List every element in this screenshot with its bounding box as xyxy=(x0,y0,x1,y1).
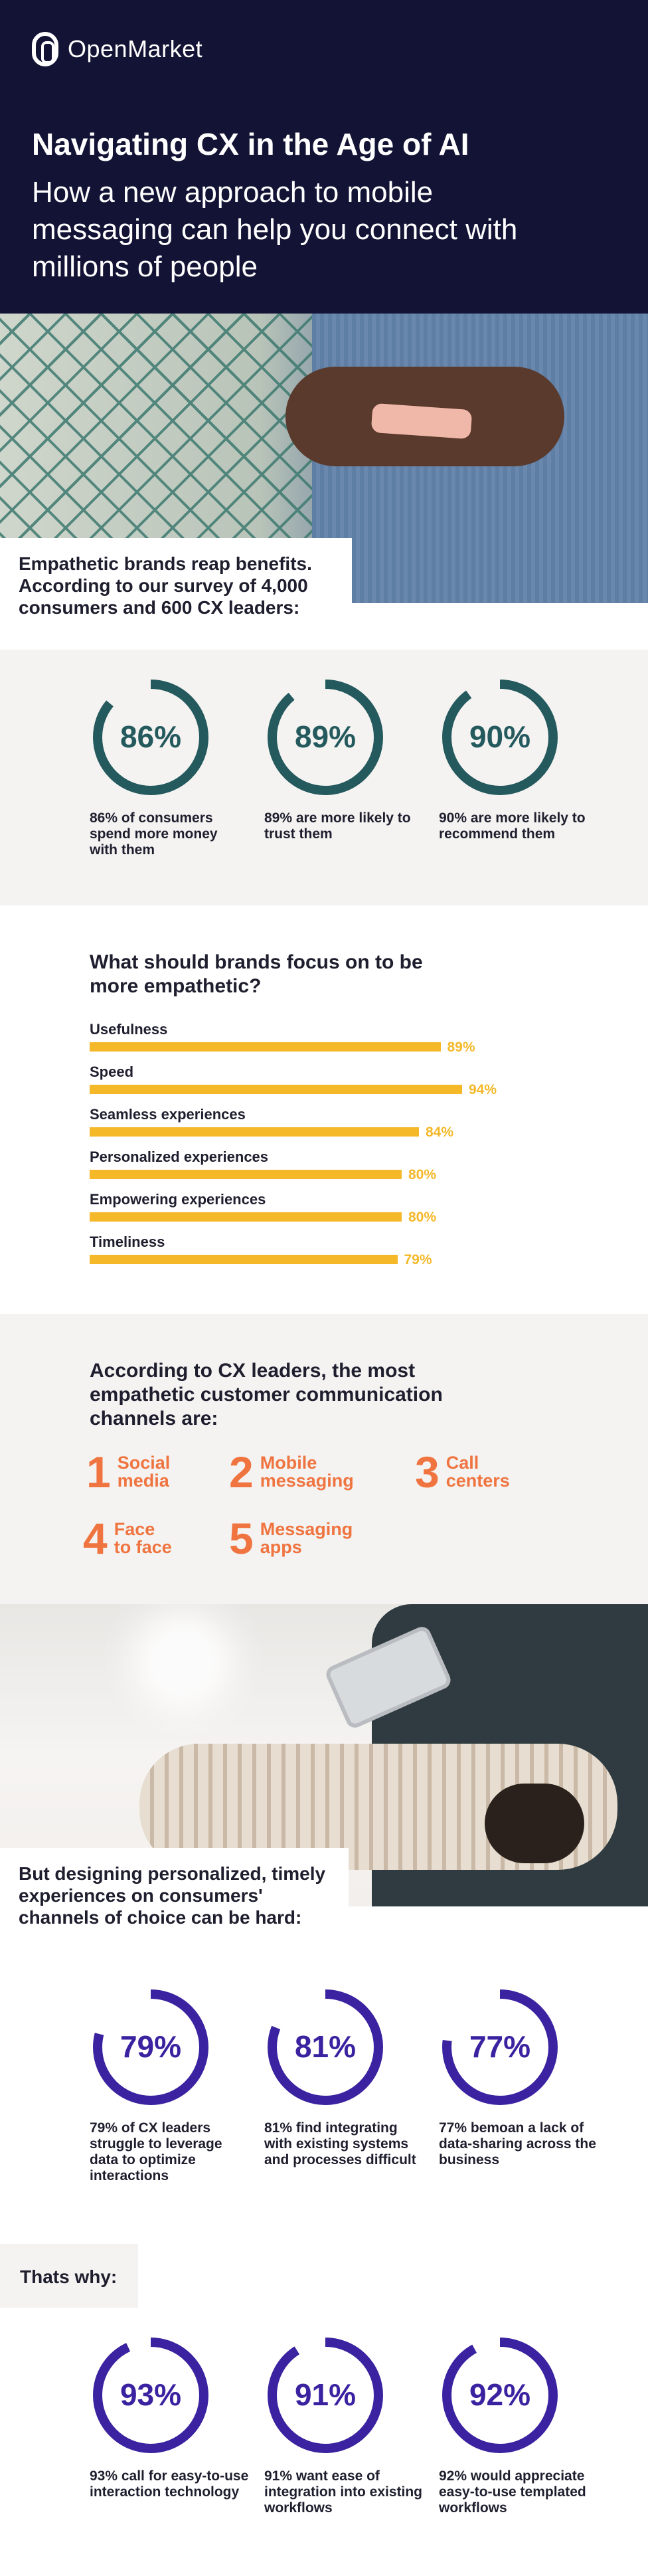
percent-ring-arc xyxy=(93,680,208,795)
bar-value-label: 80% xyxy=(408,1210,437,1225)
bar-label: Speed xyxy=(90,1063,134,1080)
challenges-section: 79% 79% of CX leaders struggle to leverag… xyxy=(0,1960,648,2265)
bar xyxy=(90,1170,402,1179)
channels-title: According to CX leaders, the most empath… xyxy=(90,1360,443,1429)
channel-label: Messaging apps xyxy=(260,1519,353,1557)
person-head xyxy=(485,1784,584,1863)
bar-value-label: 89% xyxy=(447,1040,475,1055)
channel-item: 3 Call centers xyxy=(415,1450,510,1494)
percent-ring-arc xyxy=(442,1989,558,2105)
channel-label: Mobile messaging xyxy=(260,1453,354,1491)
percent-value: 92% xyxy=(469,2377,531,2412)
section4-caption: But designing personalized, timely exper… xyxy=(0,1848,349,1960)
percent-ring-arc xyxy=(268,1989,383,2105)
bar xyxy=(90,1212,402,1222)
percent-value: 86% xyxy=(120,719,182,754)
channel-item: 1 Social media xyxy=(86,1450,170,1494)
stat-caption: 86% of consumers spend more money with t… xyxy=(90,810,218,858)
stat-caption: 79% of CX leaders struggle to leverage d… xyxy=(90,2120,222,2183)
stat-caption: 93% call for easy-to-use interaction tec… xyxy=(90,2468,249,2500)
channel-label: Social media xyxy=(117,1453,171,1491)
channels-section: According to CX leaders, the most empath… xyxy=(0,1314,648,1604)
focus-section: What should brands focus on to be more e… xyxy=(0,905,648,1314)
percent-ring xyxy=(93,680,208,795)
bar xyxy=(90,1255,398,1264)
percent-value: 91% xyxy=(294,2377,357,2412)
stat-caption: 77% bemoan a lack of data-sharing across… xyxy=(439,2120,596,2167)
percent-ring xyxy=(442,1989,558,2105)
percent-ring xyxy=(93,2338,208,2453)
percent-value: 93% xyxy=(120,2377,182,2412)
lamp xyxy=(153,1631,212,1691)
channel-rank: 1 xyxy=(86,1447,111,1497)
channel-item: 4 Face to face xyxy=(83,1517,172,1560)
hero-photo-person-with-phone xyxy=(0,314,648,603)
bar xyxy=(90,1127,419,1137)
section1-caption: Empathetic brands reap benefits. Accordi… xyxy=(0,538,352,650)
bar xyxy=(90,1085,462,1094)
stat-caption: 92% would appreciate easy-to-use templat… xyxy=(439,2468,586,2516)
bar-label: Seamless experiences xyxy=(90,1106,246,1123)
channel-item: 2 Mobile messaging xyxy=(229,1450,354,1494)
focus-title: What should brands focus on to be more e… xyxy=(90,951,423,997)
percent-ring-arc xyxy=(442,680,558,795)
channel-item: 5 Messaging apps xyxy=(229,1517,353,1560)
channel-label: Call centers xyxy=(446,1453,510,1491)
percent-value: 89% xyxy=(294,719,357,754)
percent-value: 90% xyxy=(469,719,531,754)
percent-ring xyxy=(93,1989,208,2105)
stat-caption: 90% are more likely to recommend them xyxy=(439,810,586,842)
stat-caption: 89% are more likely to trust them xyxy=(264,810,411,842)
bar-value-label: 94% xyxy=(469,1082,497,1097)
percent-ring xyxy=(442,680,558,795)
page-title: Navigating CX in the Age of AI xyxy=(32,127,469,161)
percent-ring-arc xyxy=(93,1989,208,2105)
bar-label: Usefulness xyxy=(90,1021,168,1038)
percent-ring xyxy=(268,680,383,795)
brand-name: OpenMarket xyxy=(68,35,203,62)
bar-label: Empowering experiences xyxy=(90,1191,266,1208)
percent-ring xyxy=(268,2338,383,2453)
bar-value-label: 84% xyxy=(426,1125,454,1140)
percent-ring-arc xyxy=(93,2338,208,2453)
channel-rank: 2 xyxy=(229,1447,254,1497)
bar-label: Timeliness xyxy=(90,1234,165,1250)
percent-ring-arc xyxy=(268,680,383,795)
channel-rank: 4 xyxy=(83,1514,108,1563)
page-subtitle: How a new approach to mobile messaging c… xyxy=(32,176,518,283)
channel-rank: 3 xyxy=(415,1447,440,1497)
percent-ring xyxy=(268,1989,383,2105)
percent-ring-arc xyxy=(268,2338,383,2453)
bar-value-label: 80% xyxy=(408,1167,437,1182)
openmarket-logo-icon xyxy=(32,32,58,66)
channel-rank: 5 xyxy=(229,1514,254,1563)
bar xyxy=(90,1042,441,1052)
section5-caption: Thats why: xyxy=(0,2244,138,2308)
percent-value: 79% xyxy=(120,2029,182,2064)
solutions-section: 93% 93% call for easy-to-use interaction … xyxy=(0,2308,648,2576)
stat-caption: 91% want ease of integration into existi… xyxy=(264,2468,423,2516)
channel-label: Face to face xyxy=(114,1519,172,1557)
percent-value: 81% xyxy=(294,2029,357,2064)
benefits-section: 86% 86% of consumers spend more money wit… xyxy=(0,650,648,905)
bar-label: Personalized experiences xyxy=(90,1149,269,1165)
percent-ring xyxy=(442,2338,558,2453)
stat-caption: 81% find integrating with existing syste… xyxy=(264,2120,416,2167)
percent-ring-arc xyxy=(442,2338,558,2453)
percent-value: 77% xyxy=(469,2029,531,2064)
header: OpenMarket Navigating CX in the Age of A… xyxy=(0,0,648,314)
bar-value-label: 79% xyxy=(404,1252,432,1267)
logo: OpenMarket xyxy=(32,32,202,66)
